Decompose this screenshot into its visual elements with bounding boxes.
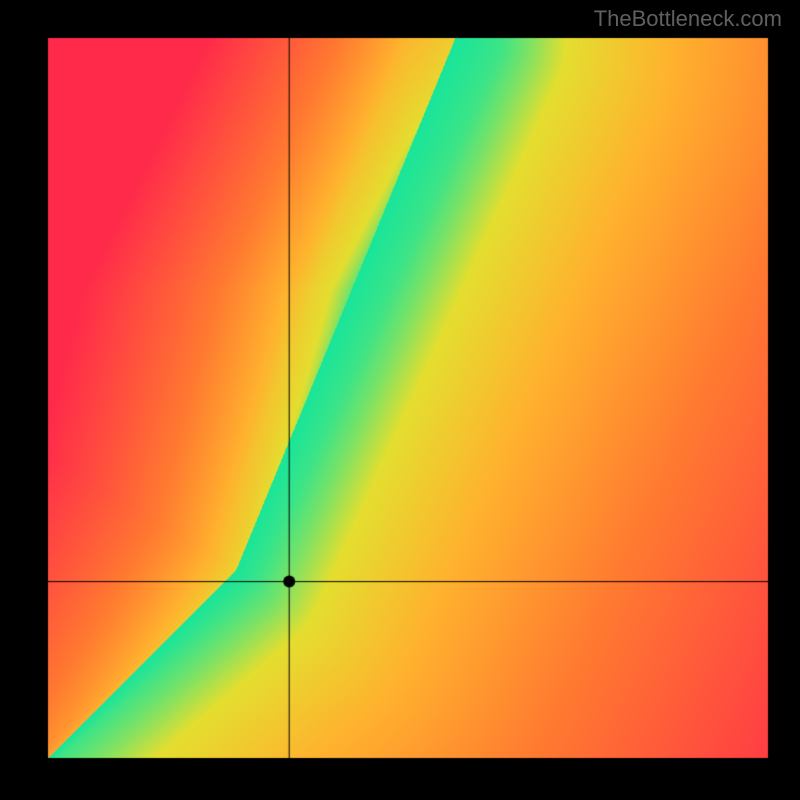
attribution-text: TheBottleneck.com [594,6,782,32]
heatmap-canvas [0,0,800,800]
chart-container: TheBottleneck.com [0,0,800,800]
